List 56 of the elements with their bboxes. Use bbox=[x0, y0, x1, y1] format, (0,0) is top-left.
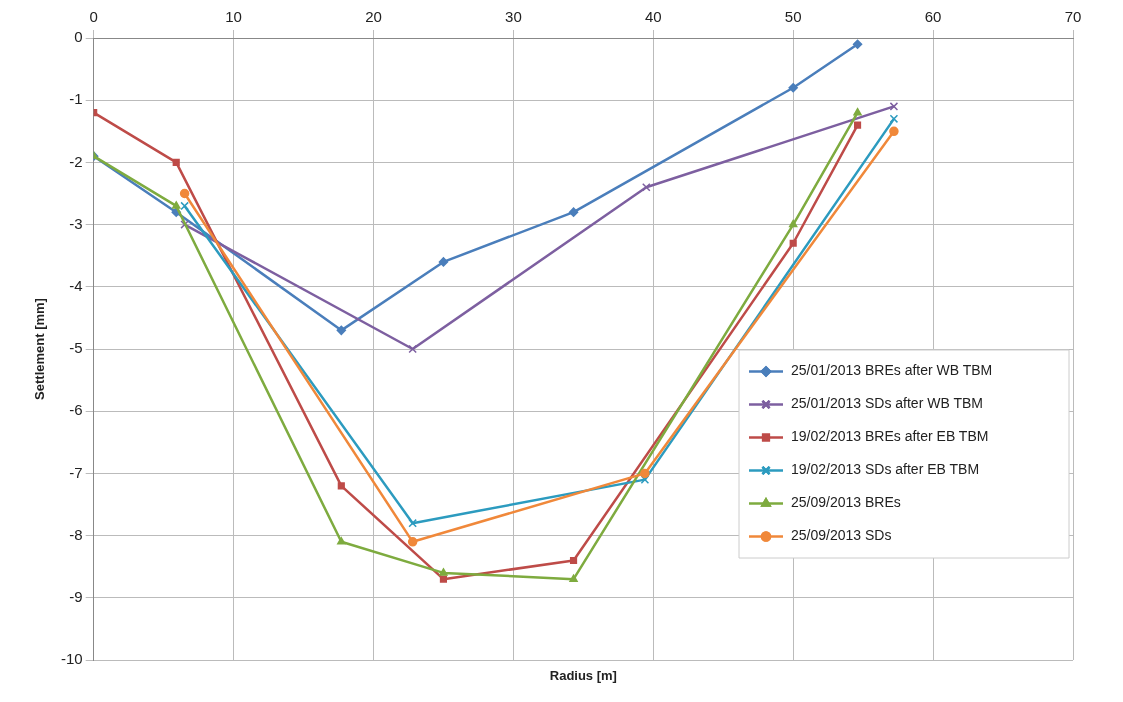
point bbox=[408, 518, 417, 528]
y-tick-label: 0 bbox=[74, 28, 83, 46]
point bbox=[642, 182, 651, 192]
x-tick-label: 20 bbox=[365, 8, 382, 26]
legend-label: 19/02/2013 SDs after EB TBM bbox=[791, 461, 980, 478]
point bbox=[889, 102, 899, 111]
y-tick-label: -9 bbox=[69, 587, 83, 605]
point bbox=[569, 556, 578, 565]
x-tick-label: 30 bbox=[505, 8, 522, 26]
point bbox=[889, 126, 899, 137]
x-tick-label: 10 bbox=[225, 8, 242, 26]
x-tick-label: 50 bbox=[784, 8, 802, 26]
point bbox=[788, 219, 798, 228]
legend-label: 19/02/2013 BREs after EB TBM bbox=[791, 428, 989, 445]
point bbox=[337, 482, 345, 490]
point bbox=[407, 537, 418, 547]
point bbox=[853, 107, 862, 116]
y-tick-label: -2 bbox=[69, 152, 83, 170]
point bbox=[568, 207, 579, 217]
point bbox=[852, 39, 863, 49]
point bbox=[439, 568, 448, 576]
y-tick-label: -4 bbox=[69, 276, 83, 294]
point bbox=[640, 475, 650, 484]
legend-label: 25/09/2013 SDs bbox=[791, 527, 892, 544]
y-tick-label: -1 bbox=[69, 90, 83, 108]
y-tick-label: -6 bbox=[69, 401, 83, 419]
legend-label: 25/09/2013 BREs bbox=[791, 494, 901, 511]
point bbox=[408, 344, 417, 354]
x-tick-label: 70 bbox=[1064, 8, 1082, 26]
y-tick-label: -7 bbox=[69, 463, 83, 481]
point bbox=[179, 188, 190, 199]
point bbox=[569, 574, 578, 582]
y-tick-label: -3 bbox=[69, 214, 83, 232]
x-axis-title: Radius [m] bbox=[549, 667, 617, 683]
y-tick-label: -5 bbox=[69, 339, 83, 357]
point bbox=[336, 325, 347, 336]
point bbox=[853, 121, 862, 129]
point bbox=[788, 83, 798, 93]
point bbox=[438, 257, 449, 267]
legend-label: 25/01/2013 SDs after WB TBM bbox=[791, 395, 983, 412]
x-tick-label: 40 bbox=[644, 8, 662, 26]
point bbox=[337, 537, 346, 545]
point bbox=[439, 575, 448, 583]
y-tick-label: -10 bbox=[60, 650, 83, 668]
x-tick-label: 0 bbox=[89, 8, 98, 26]
point bbox=[172, 201, 181, 209]
point bbox=[889, 114, 899, 124]
y-axis-title: Settlement [mm] bbox=[31, 298, 47, 400]
x-tick-label: 60 bbox=[924, 8, 942, 26]
y-tick-label: -8 bbox=[69, 525, 83, 543]
point bbox=[172, 158, 180, 166]
point bbox=[180, 201, 189, 211]
legend-label: 25/01/2013 BREs after WB TBM bbox=[791, 362, 993, 379]
point bbox=[640, 468, 650, 479]
point bbox=[180, 220, 189, 229]
point bbox=[789, 239, 797, 247]
